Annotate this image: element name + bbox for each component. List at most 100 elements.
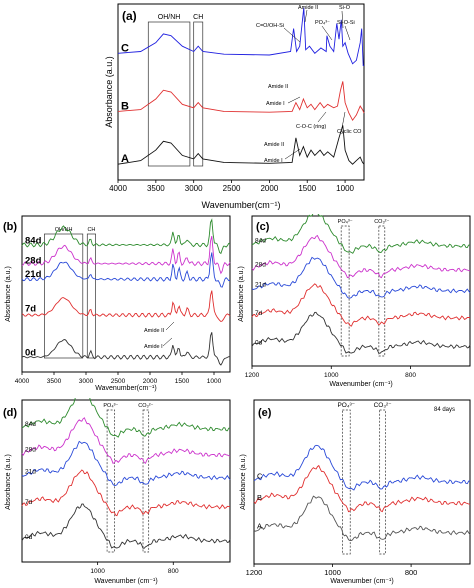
marker-box-label: CO₃²⁻ [374, 219, 389, 225]
series-label: B [257, 493, 262, 502]
series-label: 21d [25, 468, 36, 475]
series-label: A [257, 521, 262, 530]
series-label: C [121, 42, 129, 54]
annotation: Si-O-Si [337, 20, 355, 26]
x-tick-label: 2500 [111, 378, 126, 385]
annotation: Amide I [266, 101, 285, 107]
chart-panel-a: (a) Absorbance (a.u.) Wavenumber(cm⁻¹) 4… [104, 3, 365, 210]
y-axis-label: Absorbance (a.u.) [104, 56, 114, 128]
marker-box [193, 21, 204, 167]
series-line-84d [21, 218, 231, 255]
y-axis-label: Absorbance (a.u.) [238, 266, 245, 322]
plot-frame [251, 215, 471, 367]
x-tick-label: 1200 [245, 372, 260, 379]
panel-label: (b) [3, 221, 17, 233]
marker-box [342, 409, 351, 555]
series-line-B [253, 464, 471, 513]
chart-panel-b: (b) Absorbance (a.u.) Wavenumber(cm⁻¹) 4… [3, 215, 231, 392]
y-axis-label: Absorbance (a.u.) [5, 266, 12, 322]
series-label: 28d [25, 447, 36, 454]
marker-box-label: PO₄³⁻ [337, 402, 355, 409]
annotations: Amide II Amide I [144, 321, 175, 350]
chart-panel-d: (d) Absorbance (a.u.) Wavenumber (cm⁻¹) … [3, 398, 231, 585]
annotation: Cyclic CO [337, 129, 362, 135]
x-tick-label: 1000 [207, 378, 222, 385]
series-label: 84d [255, 238, 266, 245]
annotation: Amide I [144, 344, 163, 350]
x-tick-label: 1000 [324, 568, 341, 577]
marker-box-label: CO₃²⁻ [374, 402, 393, 409]
x-tick-label: 3500 [47, 378, 62, 385]
x-tick-label: 3000 [185, 184, 203, 193]
y-axis-label: Absorbance (a.u.) [240, 454, 247, 510]
annotations: Amide II C=O/OH-Si Si-O PO₄³⁻ Si-O-Si Am… [256, 5, 362, 164]
series-line-28d [251, 234, 471, 279]
marker-box [378, 225, 386, 357]
marker-box-label: CH [193, 14, 203, 21]
x-tick-label: 800 [405, 372, 416, 379]
series-label: A [121, 153, 129, 165]
series-label: 21d [25, 269, 42, 280]
annotation-arrow [341, 111, 346, 129]
series-label: 84d [25, 236, 42, 247]
series-label: 21d [255, 282, 266, 289]
plot-frame [253, 399, 471, 565]
marker-box [142, 409, 150, 553]
x-tick-label: 1000 [324, 372, 339, 379]
x-tick-label: 1200 [246, 568, 263, 577]
x-tick-label: 2500 [223, 184, 241, 193]
x-axis-label: Wavenumber (cm⁻¹) [330, 578, 393, 585]
plot-frame [117, 3, 365, 181]
annotation: Amide II [144, 328, 165, 334]
series-line-21d [21, 252, 231, 288]
x-tick-label: 1500 [175, 378, 190, 385]
series-line-84d [21, 398, 231, 438]
x-axis-label: Wavenumber(cm⁻¹) [202, 200, 281, 210]
series-label: 0d [25, 347, 36, 358]
marker-box [44, 233, 84, 359]
annotation-arrow [284, 148, 301, 160]
series-label: 84d [25, 421, 36, 428]
series-line-7d [21, 290, 231, 323]
series-label: 7d [255, 310, 263, 317]
x-tick-label: 1000 [90, 568, 105, 575]
x-tick-label: 1500 [298, 184, 316, 193]
x-tick-label: 2000 [260, 184, 278, 193]
series-line-B [117, 81, 365, 122]
series-line-28d [21, 235, 231, 275]
marker-box [147, 21, 191, 167]
annotation: Amide II [268, 84, 289, 90]
series-line-21d [21, 440, 231, 486]
x-tick-label: 800 [405, 568, 418, 577]
series-line-0d [21, 332, 230, 366]
annotation: Amide I [264, 158, 283, 164]
chart-panel-c: (c) Absorbance (a.u.) Wavenumber (cm⁻¹) … [238, 214, 471, 388]
plot-frame [21, 399, 231, 563]
series-line-C [253, 444, 471, 491]
annotation: Amide II [298, 5, 319, 11]
corner-note: 84 days [434, 407, 455, 413]
series-line-0d [21, 503, 231, 549]
panel-label: (e) [258, 407, 272, 419]
annotation-arrow [162, 337, 173, 347]
series-label: 0d [25, 534, 33, 541]
series-line-C [117, 7, 364, 67]
x-axis-label: Wavenumber(cm⁻¹) [95, 385, 156, 392]
annotation-arrow [317, 111, 327, 123]
series-label: 7d [25, 499, 33, 506]
x-tick-label: 4000 [109, 184, 127, 193]
panel-label: (a) [122, 9, 137, 23]
x-axis-label: Wavenumber (cm⁻¹) [329, 381, 392, 388]
series-line-21d [251, 256, 471, 299]
marker-box [379, 409, 386, 555]
series-label: 28d [255, 262, 266, 269]
y-axis-label: Absorbance (a.u.) [5, 454, 12, 510]
annotation-arrow [304, 9, 308, 23]
x-tick-label: 4000 [15, 378, 30, 385]
x-tick-label: 3500 [147, 184, 165, 193]
series-label: 28d [25, 255, 42, 266]
annotation: Si-O [339, 5, 351, 11]
x-axis-label: Wavenumber (cm⁻¹) [94, 578, 157, 585]
series-line-0d [251, 311, 471, 354]
